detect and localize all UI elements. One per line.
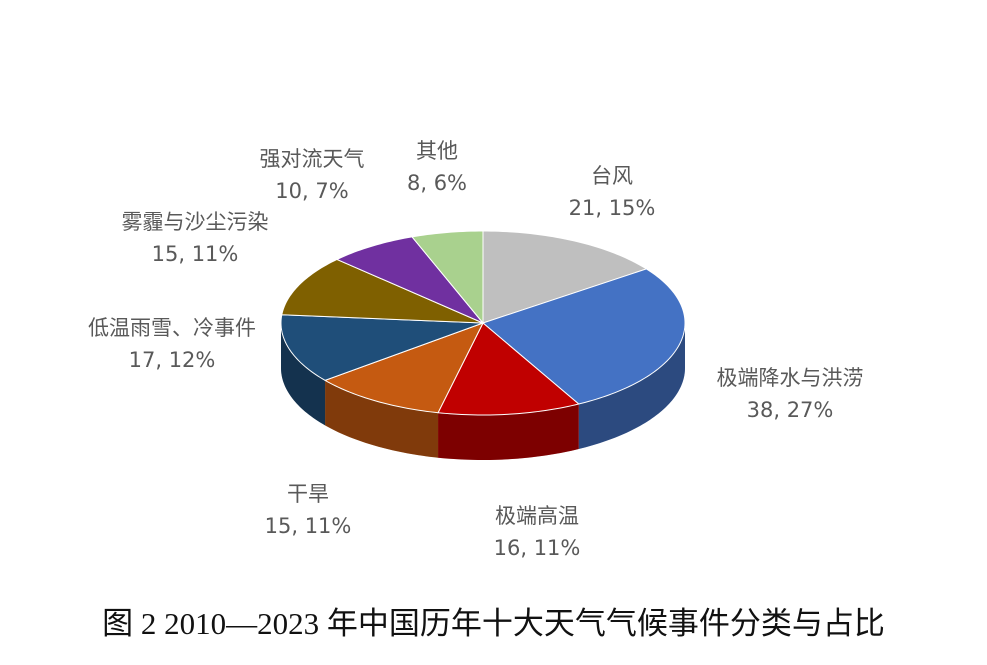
slice-side [281, 323, 326, 426]
slice-side [325, 380, 439, 458]
slice-side-shade [325, 380, 439, 458]
data-label: 极端高温 16, 11% [494, 500, 581, 564]
label-value: 21, 15% [568, 196, 656, 220]
slice [437, 322, 580, 416]
slice [281, 258, 484, 324]
slice-side [578, 323, 685, 450]
slice [280, 314, 484, 381]
slice-side-shade [578, 323, 685, 450]
data-label: 低温雨雪、冷事件 17, 12% [88, 312, 256, 376]
slice-side-shade [438, 404, 579, 460]
label-name: 其他 [416, 139, 458, 163]
label-value: 17, 12% [128, 348, 216, 372]
label-name: 极端高温 [495, 504, 579, 528]
label-value: 8, 6% [406, 171, 468, 195]
label-name: 低温雨雪、冷事件 [88, 316, 256, 340]
label-name: 雾霾与沙尘污染 [121, 210, 269, 234]
label-value: 38, 27% [746, 398, 834, 422]
slice [335, 236, 484, 324]
slice [411, 230, 484, 325]
label-name: 干旱 [287, 482, 329, 506]
slice [323, 322, 485, 414]
slice [481, 268, 686, 405]
slice-side [438, 404, 579, 460]
data-label: 台风 21, 15% [569, 160, 656, 224]
data-label: 雾霾与沙尘污染 15, 11% [122, 206, 269, 270]
label-name: 台风 [591, 164, 633, 188]
caption: 图 2 2010—2023 年中国历年十大天气气候事件分类与占比 [102, 606, 885, 641]
label-name: 极端降水与洪涝 [716, 366, 864, 390]
label-value: 16, 11% [493, 536, 581, 560]
slice-side-shade [281, 323, 326, 426]
data-label: 干旱 15, 11% [265, 478, 352, 542]
label-name: 强对流天气 [259, 147, 365, 171]
label-value: 10, 7% [275, 179, 349, 203]
label-value: 15, 11% [264, 514, 352, 538]
data-label: 其他 8, 6% [407, 135, 467, 199]
slice [482, 230, 648, 324]
data-label: 极端降水与洪涝 38, 27% [717, 362, 864, 426]
data-label: 强对流天气 10, 7% [260, 143, 365, 207]
label-value: 15, 11% [151, 242, 239, 266]
